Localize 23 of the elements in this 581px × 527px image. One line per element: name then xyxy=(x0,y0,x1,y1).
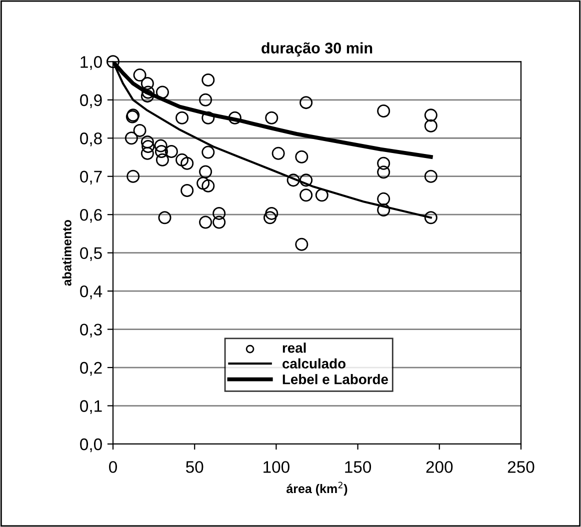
y-tick-label: 0,1 xyxy=(80,400,102,414)
y-tick-label: 0,7 xyxy=(80,170,102,185)
x-tick-label: 250 xyxy=(508,461,534,473)
legend-label: Lebel e Laborde xyxy=(282,374,388,384)
chart-title: duração 30 min xyxy=(262,42,372,56)
x-tick-label: 200 xyxy=(426,461,453,473)
y-tick-label: 0,6 xyxy=(80,208,102,223)
legend-label: real xyxy=(282,342,306,353)
y-tick-label: 0,0 xyxy=(80,438,102,452)
x-tick-label: 150 xyxy=(345,461,372,473)
y-axis-title: abatimento xyxy=(62,220,72,286)
x-tick-label: 50 xyxy=(186,461,204,473)
y-tick-label: 0,9 xyxy=(80,94,102,108)
x-axis-title: área (km$^{2}$) xyxy=(286,482,348,496)
y-tick-label: 0,5 xyxy=(80,247,102,261)
x-tick-label: 100 xyxy=(264,461,290,473)
y-tick-label: 0,8 xyxy=(80,132,102,146)
x-tick-label: 0 xyxy=(109,461,117,473)
y-tick-label: 0,4 xyxy=(80,285,102,300)
y-tick-label: 0,3 xyxy=(80,324,102,338)
y-tick-label: 0,2 xyxy=(80,362,102,376)
legend-label: calculado xyxy=(282,358,346,369)
y-tick-label: 1,0 xyxy=(80,56,102,70)
